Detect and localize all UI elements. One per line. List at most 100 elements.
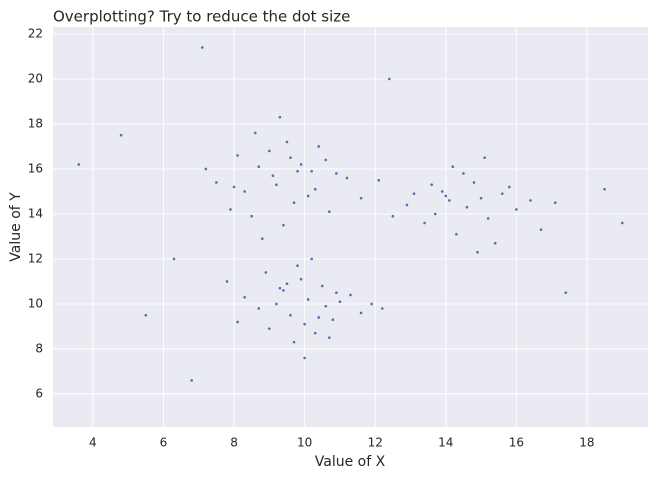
point	[328, 336, 331, 339]
point	[172, 257, 176, 261]
point	[370, 302, 373, 306]
point	[268, 149, 271, 153]
point	[310, 169, 313, 173]
x-tick-label: 14	[438, 436, 453, 450]
point	[282, 223, 285, 227]
y-tick-label: 16	[28, 161, 43, 175]
point	[144, 313, 148, 317]
point	[236, 320, 239, 324]
x-tick-label: 8	[230, 436, 238, 450]
point	[257, 307, 261, 310]
point	[260, 237, 264, 240]
point	[324, 304, 328, 308]
point	[349, 293, 352, 297]
point	[285, 140, 289, 144]
point	[444, 194, 448, 198]
point	[225, 280, 229, 283]
point	[493, 241, 497, 245]
x-tick-label: 18	[579, 436, 594, 450]
point	[306, 194, 310, 198]
point	[483, 156, 486, 160]
x-tick-label: 10	[297, 436, 312, 450]
point	[335, 172, 338, 175]
point	[462, 172, 465, 175]
point	[296, 264, 299, 267]
point	[380, 307, 384, 310]
point	[306, 298, 310, 301]
point	[472, 181, 476, 184]
y-tick-label: 8	[35, 341, 43, 355]
point	[77, 163, 81, 166]
point	[243, 190, 246, 193]
point	[299, 163, 303, 166]
point	[508, 185, 511, 189]
point	[317, 145, 321, 148]
y-tick-label: 14	[28, 206, 43, 220]
point	[433, 212, 437, 216]
point	[328, 210, 331, 214]
point	[338, 300, 342, 303]
point	[440, 190, 444, 193]
point	[190, 379, 193, 382]
y-tick-label: 10	[28, 296, 43, 310]
point	[299, 277, 303, 281]
plot-area	[53, 27, 648, 427]
point	[289, 313, 292, 317]
point	[335, 291, 338, 294]
point	[275, 183, 278, 187]
point	[236, 154, 239, 157]
point	[331, 318, 335, 321]
point	[243, 295, 246, 299]
point	[296, 169, 299, 173]
point	[430, 183, 433, 187]
point	[275, 302, 278, 306]
point	[285, 282, 289, 285]
point	[391, 214, 395, 218]
point	[405, 203, 409, 207]
point	[564, 291, 568, 294]
point	[268, 327, 271, 330]
point	[278, 286, 282, 290]
point	[359, 311, 363, 315]
point	[271, 174, 275, 178]
x-tick-label: 12	[368, 436, 383, 450]
point	[529, 199, 532, 202]
point	[232, 185, 236, 189]
y-tick-label: 20	[28, 71, 43, 85]
point	[603, 187, 606, 191]
point	[257, 165, 261, 169]
point	[303, 322, 306, 326]
point	[455, 232, 458, 236]
chart-title: Overplotting? Try to reduce the dot size	[53, 8, 350, 26]
point	[264, 271, 268, 274]
point	[313, 187, 317, 191]
point	[359, 196, 363, 200]
point	[451, 165, 455, 169]
point	[500, 192, 504, 196]
point	[292, 201, 296, 205]
point	[278, 115, 282, 119]
point	[476, 250, 479, 254]
y-axis-label: Value of Y	[8, 192, 24, 262]
point	[313, 331, 317, 335]
point	[253, 131, 257, 135]
x-tick-label: 6	[160, 436, 168, 450]
point	[324, 158, 328, 162]
point	[200, 46, 204, 49]
point	[229, 208, 232, 211]
point	[317, 316, 321, 319]
y-tick-label: 6	[35, 386, 43, 400]
point	[250, 214, 253, 218]
point	[465, 205, 469, 209]
point	[345, 176, 349, 180]
point	[479, 196, 483, 200]
x-tick-label: 4	[89, 436, 97, 450]
point	[289, 156, 292, 160]
point	[303, 356, 306, 360]
point	[486, 217, 490, 220]
point	[388, 77, 391, 81]
point	[119, 133, 123, 137]
y-tick-label: 12	[28, 251, 43, 265]
